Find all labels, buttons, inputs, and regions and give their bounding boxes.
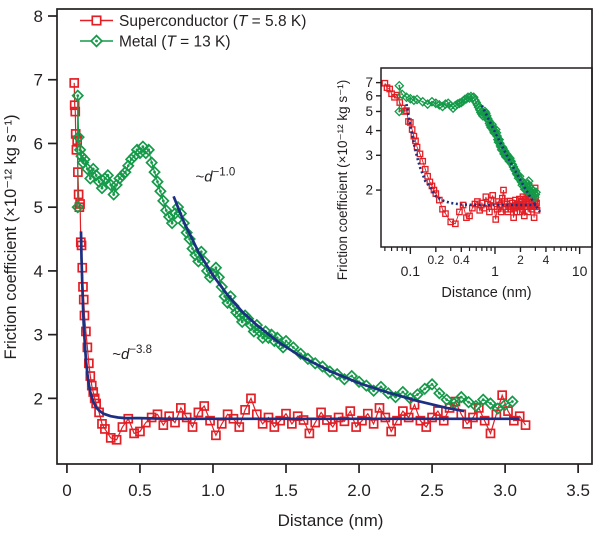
y-tick-label: 5 — [34, 198, 43, 217]
x-tick-label: 10 — [572, 263, 588, 279]
y-tick-label: 2 — [365, 183, 373, 198]
x-tick-label: 1 — [491, 263, 499, 279]
metal-series — [394, 80, 542, 203]
y-tick-label: 6 — [365, 88, 373, 103]
inset-x-axis-label: Distance (nm) — [441, 285, 531, 301]
main-x-axis: 0 0.5 1.0 1.5 2.0 2.5 3.0 3.5 Distance (nm) — [62, 464, 590, 530]
y-tick-label: 8 — [34, 7, 43, 26]
metal-markers — [71, 89, 519, 415]
x-tick-label: 1.0 — [201, 481, 225, 500]
legend: Superconductor (T = 5.8 K) Metal (T = 13 … — [80, 13, 306, 51]
metal-fit-line — [172, 195, 465, 413]
power-law-metal-annotation: ~d−1.0 — [195, 167, 235, 186]
x-tick-label: 0.4 — [453, 253, 470, 267]
legend-diamond-dot — [95, 39, 98, 43]
legend-item-superconductor: Superconductor (T = 5.8 K) — [80, 13, 306, 30]
legend-label: Superconductor (T = 5.8 K) — [119, 13, 306, 30]
y-tick-label: 4 — [365, 123, 373, 138]
x-tick-label: 1.5 — [274, 481, 298, 500]
x-tick-label: 4 — [543, 253, 550, 267]
x-tick-label: 2.0 — [347, 481, 371, 500]
power-law-superconductor-annotation: ~d−3.8 — [112, 344, 152, 363]
x-tick-label: 3.0 — [493, 481, 517, 500]
y-tick-label: 6 — [34, 134, 43, 153]
main-y-axis: 2 3 4 5 6 7 8 Friction coefficient (×10⁻¹² kg s… — [2, 7, 57, 408]
inset-y-axis: 2 3 4 567 Friction coefficient (×10⁻¹² kg s⁻… — [335, 75, 381, 280]
y-tick-label: 7 — [34, 71, 43, 90]
y-tick-label: 7 — [365, 75, 373, 90]
superconductor-fit-line — [79, 231, 520, 421]
main-axes-box — [56, 8, 593, 465]
inset-x-axis: 0.1 0.2 0.4 1 2 4 10 Distance (nm) — [401, 247, 588, 301]
x-tick-label: 0.5 — [128, 481, 152, 500]
metal-series — [71, 89, 519, 415]
main-y-axis-label: Friction coefficient (×10⁻¹² kg s⁻¹) — [2, 115, 20, 360]
y-tick-label: 4 — [34, 262, 43, 281]
inset-axes-box — [380, 67, 593, 248]
legend-item-metal: Metal (T = 13 K) — [80, 34, 231, 51]
inset-y-axis-label: Friction coefficient (×10⁻¹² kg s⁻¹) — [335, 80, 350, 280]
legend-square-marker-icon — [91, 15, 102, 26]
x-tick-label: 3.5 — [566, 481, 590, 500]
x-tick-label: 2.5 — [420, 481, 444, 500]
x-tick-label: 0.2 — [427, 253, 444, 267]
superconductor-fit-dotted-line — [405, 103, 537, 207]
y-tick-label: 3 — [365, 148, 373, 163]
main-x-axis-label: Distance (nm) — [278, 511, 384, 530]
inset-axes: 0.1 0.2 0.4 1 2 4 10 Distance (nm) 2 3 4 567 Frictio… — [335, 67, 593, 301]
inset-chart: 0.1 0.2 0.4 1 2 4 10 Distance (nm) 2 3 4 567 Frictio… — [335, 67, 593, 301]
x-tick-label: 2 — [517, 253, 524, 267]
inset-x-minor-ticks — [384, 247, 577, 251]
y-tick-label: 2 — [34, 389, 43, 408]
y-tick-label: 5 — [365, 104, 373, 119]
x-tick-label: 0 — [62, 481, 71, 500]
y-tick-label: 3 — [34, 326, 43, 345]
x-tick-label: 0.1 — [401, 263, 421, 279]
legend-label: Metal (T = 13 K) — [119, 34, 231, 51]
metal-markers — [394, 80, 542, 203]
